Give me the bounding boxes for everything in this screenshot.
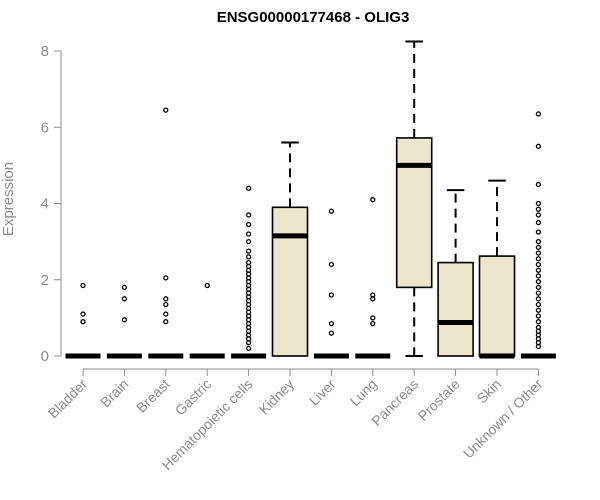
- outlier-point: [328, 292, 335, 298]
- outlier-point: [535, 267, 542, 273]
- x-tick-label: Bladder: [45, 376, 91, 422]
- box-iqr: [395, 137, 433, 289]
- outlier-point: [370, 315, 376, 321]
- outlier-point: [245, 345, 252, 352]
- outlier-point: [535, 284, 542, 291]
- outlier-point: [245, 221, 252, 228]
- outlier-point: [535, 261, 542, 268]
- outlier-point: [80, 311, 86, 317]
- outlier-point: [535, 319, 542, 325]
- box-bladder: [65, 282, 101, 359]
- outlier-point: [535, 324, 542, 331]
- outlier-point: [535, 238, 542, 245]
- chart-title: ENSG00000177468 - OLIG3: [217, 9, 410, 26]
- outlier-point: [121, 284, 128, 291]
- outlier-point: [328, 208, 335, 214]
- y-tick-label: 8: [41, 43, 49, 60]
- outlier-point: [163, 319, 169, 325]
- outlier-point: [535, 219, 542, 226]
- x-tick-label: Skin: [474, 376, 505, 407]
- y-axis: 0 2 4 6 8: [41, 43, 62, 365]
- outlier-point: [245, 254, 252, 260]
- outlier-point: [204, 282, 210, 289]
- outlier-point: [163, 311, 169, 317]
- outlier-point: [370, 320, 376, 327]
- x-tick-label: Liver: [306, 376, 339, 409]
- outlier-point: [328, 320, 335, 327]
- box-pancreas: [395, 40, 433, 357]
- outlier-point: [121, 317, 128, 323]
- box-brain: [106, 284, 142, 359]
- box-hematopoietic-cells: [231, 185, 267, 359]
- outlier-point: [535, 200, 542, 207]
- outlier-point: [245, 259, 252, 266]
- outlier-point: [535, 273, 542, 279]
- outlier-point: [535, 313, 542, 319]
- y-tick-label: 2: [41, 272, 49, 289]
- x-tick-label: Breast: [133, 376, 173, 416]
- outlier-point: [245, 248, 252, 254]
- y-axis-label: Expression: [0, 162, 17, 236]
- outlier-point: [535, 290, 542, 296]
- box-lung: [355, 197, 391, 359]
- box-unknown-other: [520, 111, 556, 359]
- outlier-point: [80, 282, 86, 289]
- x-tick-label: Unknown / Other: [460, 376, 546, 462]
- outlier-point: [245, 238, 252, 245]
- x-tick-label: Prostate: [415, 376, 463, 424]
- outlier-point: [535, 212, 542, 218]
- outlier-point: [535, 250, 542, 256]
- outlier-point: [163, 301, 169, 308]
- box-iqr: [478, 255, 516, 357]
- x-tick-label: Lung: [347, 376, 380, 409]
- outlier-point: [245, 231, 252, 237]
- box-liver: [313, 208, 349, 359]
- box-prostate: [437, 189, 474, 357]
- y-tick-label: 6: [41, 119, 49, 136]
- outlier-point: [535, 301, 542, 308]
- box-kidney: [271, 141, 309, 357]
- outlier-point: [535, 206, 542, 212]
- outlier-point: [80, 319, 86, 325]
- outlier-point: [535, 143, 542, 149]
- outlier-point: [535, 181, 542, 188]
- x-tick-label: Brain: [97, 376, 131, 410]
- outlier-point: [535, 229, 542, 235]
- x-tick-label: Kidney: [256, 376, 298, 418]
- box-series: [65, 40, 556, 359]
- outlier-point: [245, 212, 252, 218]
- outlier-point: [121, 296, 128, 302]
- outlier-point: [245, 185, 252, 191]
- outlier-point: [328, 261, 335, 268]
- outlier-point: [535, 307, 542, 313]
- box-iqr: [271, 206, 309, 357]
- outlier-point: [163, 107, 169, 113]
- outlier-point: [535, 256, 542, 262]
- outlier-point: [535, 279, 542, 285]
- y-tick-label: 0: [41, 348, 49, 365]
- box-breast: [148, 107, 184, 359]
- outlier-point: [370, 292, 376, 298]
- box-iqr: [437, 261, 474, 357]
- outlier-point: [535, 296, 542, 302]
- box-gastric: [189, 282, 225, 359]
- outlier-point: [328, 330, 335, 336]
- outlier-point: [163, 296, 169, 302]
- outlier-point: [535, 111, 542, 117]
- outlier-point: [535, 244, 542, 250]
- outlier-point: [370, 197, 376, 203]
- box-skin: [478, 179, 516, 359]
- outlier-point: [163, 275, 169, 281]
- y-tick-label: 4: [41, 196, 49, 213]
